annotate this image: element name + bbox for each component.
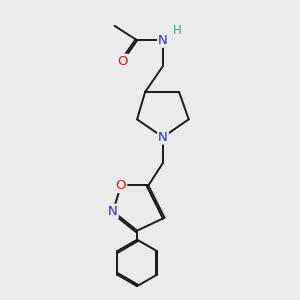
Text: H: H: [173, 24, 182, 37]
Text: N: N: [158, 130, 168, 144]
Text: O: O: [117, 55, 128, 68]
Text: O: O: [116, 179, 126, 192]
Text: N: N: [108, 205, 118, 218]
Text: N: N: [158, 34, 168, 47]
